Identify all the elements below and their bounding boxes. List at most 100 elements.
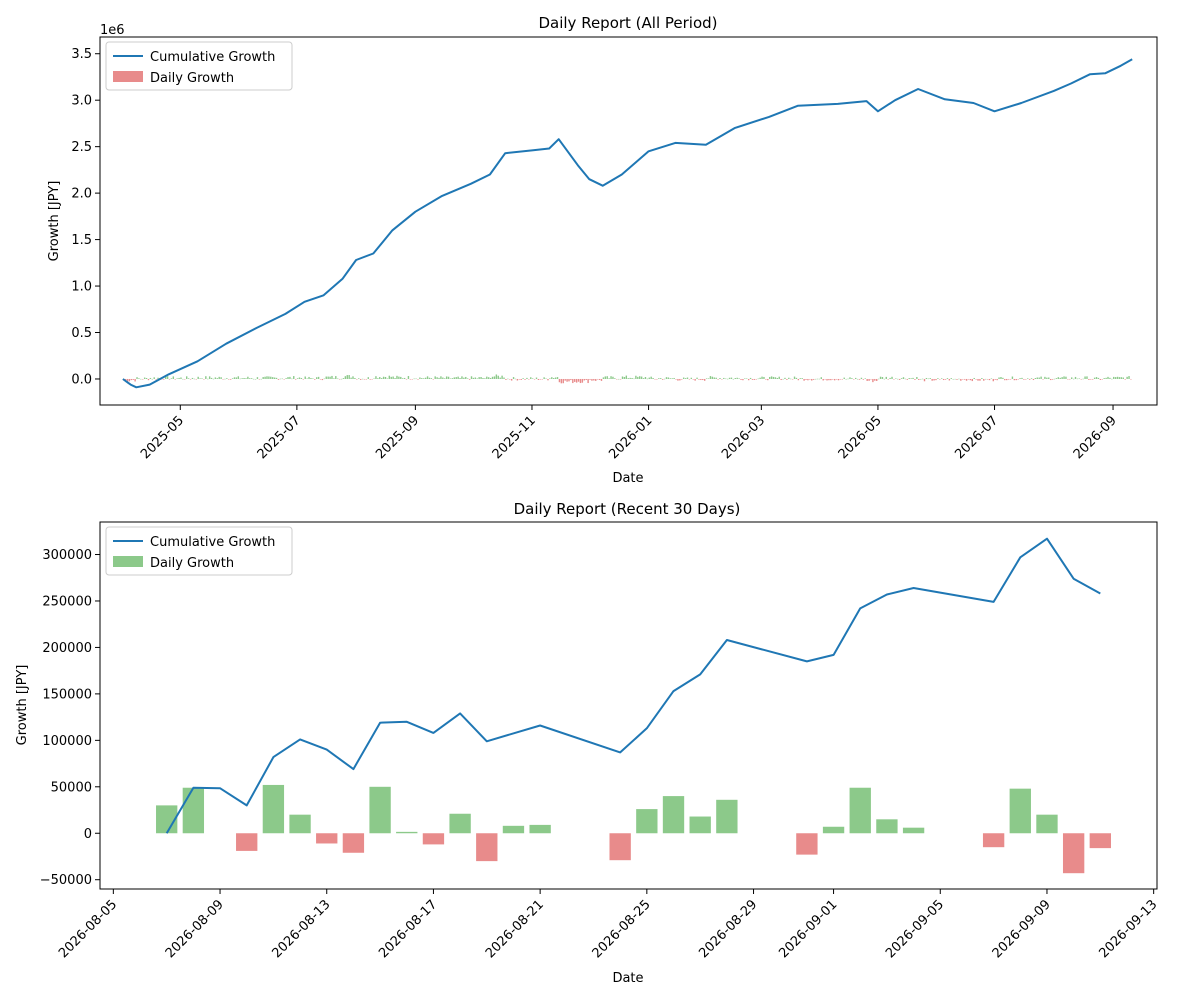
top-daily-bar [553, 378, 555, 379]
top-daily-bar [1099, 378, 1102, 380]
top-daily-bar [413, 378, 415, 380]
top-daily-bar [163, 378, 165, 380]
top-daily-bar [449, 378, 452, 379]
top-daily-bar [294, 378, 297, 380]
top-daily-bar [960, 378, 962, 381]
top-daily-bar [990, 378, 993, 379]
top-daily-bar [409, 378, 412, 380]
top-daily-bar [717, 378, 719, 380]
top-daily-bar [912, 377, 914, 379]
top-daily-bar [650, 376, 652, 379]
top-daily-bar [442, 377, 444, 379]
top-daily-bar [415, 378, 417, 380]
top-daily-bar [929, 378, 931, 379]
top-daily-bar [172, 376, 175, 379]
top-daily-bar [1040, 376, 1042, 379]
top-daily-bar [776, 377, 779, 379]
top-daily-bar [593, 378, 595, 381]
top-daily-bar [541, 378, 543, 380]
top-daily-bar [1021, 377, 1023, 379]
top-daily-bar [128, 378, 131, 382]
top-daily-bar [157, 377, 159, 379]
top-daily-bar [663, 378, 666, 380]
top-daily-bar [639, 376, 641, 379]
top-daily-bar [816, 378, 819, 380]
bottom-daily-bar [449, 813, 471, 834]
top-daily-bar [451, 378, 454, 379]
bottom-daily-bar [796, 833, 818, 855]
bottom-x-tick-label: 2026-09-01 [776, 897, 840, 961]
top-daily-bar [1074, 376, 1077, 379]
top-daily-bar [1015, 378, 1017, 381]
top-daily-bar [832, 378, 834, 380]
top-daily-bar [872, 378, 874, 383]
top-daily-bar [535, 377, 538, 379]
top-daily-bar [598, 378, 601, 380]
top-daily-bar [625, 375, 628, 379]
top-daily-bar [791, 378, 794, 380]
top-daily-bar [925, 377, 928, 379]
top-daily-bar [1111, 378, 1113, 380]
top-legend-bar-label: Daily Growth [150, 71, 234, 86]
top-daily-bar [671, 378, 673, 379]
top-daily-bar [407, 376, 410, 379]
top-daily-bar [346, 375, 348, 379]
top-daily-bar [386, 378, 389, 379]
bottom-daily-bar [1062, 833, 1085, 874]
top-daily-bar [746, 378, 748, 380]
top-daily-bar [858, 378, 861, 380]
top-daily-bar [323, 378, 326, 380]
top-daily-bar [883, 378, 886, 380]
bottom-daily-bar [422, 833, 445, 845]
top-daily-bar [421, 378, 423, 379]
top-daily-bar [241, 378, 243, 379]
top-daily-bar [270, 376, 272, 379]
bottom-daily-bar [1089, 833, 1111, 849]
top-daily-bar [224, 378, 226, 380]
top-daily-bar [436, 377, 438, 379]
top-daily-bar [191, 377, 194, 379]
top-daily-bar [1059, 377, 1061, 379]
top-daily-bar [562, 378, 564, 384]
top-daily-bar [807, 378, 809, 381]
top-daily-bar [757, 378, 759, 380]
top-daily-bar [231, 378, 234, 379]
top-daily-bar [470, 376, 473, 379]
top-daily-bar [1128, 376, 1130, 379]
top-daily-bar [402, 378, 404, 379]
top-daily-bar [518, 378, 520, 380]
top-x-tick-label: 2025-11 [490, 413, 539, 462]
top-daily-bar [656, 378, 658, 380]
top-daily-bar [898, 378, 901, 380]
top-x-axis-label: Date [612, 471, 643, 486]
top-daily-bar [941, 378, 943, 379]
bottom-x-tick-label: 2026-08-05 [56, 897, 120, 961]
top-legend: Cumulative Growth Daily Growth [105, 41, 293, 91]
top-daily-bar [491, 376, 494, 379]
top-legend-line-label: Cumulative Growth [150, 50, 275, 65]
top-daily-bar [782, 378, 784, 380]
top-daily-bar [174, 378, 176, 380]
top-daily-bar [1095, 377, 1098, 379]
top-daily-bar [661, 378, 664, 380]
top-daily-bar [283, 378, 285, 380]
top-daily-bar [849, 377, 851, 379]
bottom-daily-bar [396, 831, 418, 834]
top-daily-bar [256, 377, 259, 379]
top-daily-bar [870, 378, 872, 380]
top-daily-bar [1063, 376, 1065, 379]
top-daily-bar [887, 378, 889, 380]
top-daily-bar [795, 377, 798, 379]
top-daily-bar [1065, 376, 1067, 379]
top-daily-bar [203, 378, 205, 380]
bottom-daily-bar [476, 833, 498, 862]
top-daily-bar [233, 377, 236, 379]
top-daily-bar [526, 377, 528, 379]
top-daily-bar [379, 377, 381, 379]
top-daily-bar [742, 378, 744, 381]
top-daily-bar [660, 378, 662, 379]
top-daily-bar [778, 376, 780, 379]
top-daily-bar [1048, 377, 1050, 379]
top-daily-bar [153, 377, 155, 379]
top-daily-bar [459, 378, 461, 379]
